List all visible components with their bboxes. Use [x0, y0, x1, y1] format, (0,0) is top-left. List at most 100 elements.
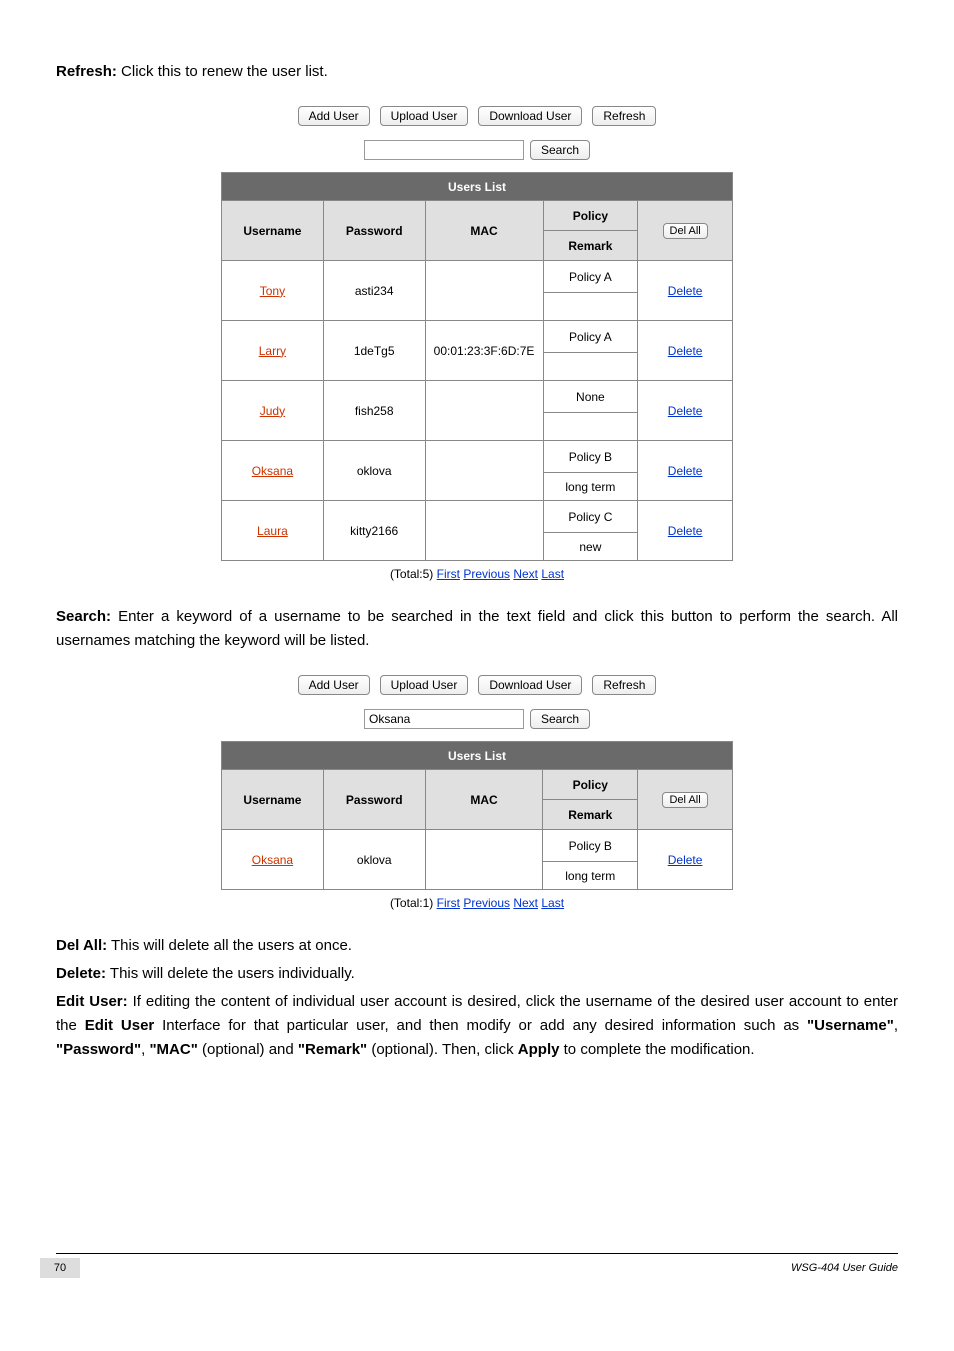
del-all-label: Del All: — [56, 937, 107, 954]
edit-text-5: to complete the modification. — [559, 1041, 754, 1058]
delete-link[interactable]: Delete — [668, 404, 703, 418]
username-link[interactable]: Larry — [259, 344, 286, 358]
pager-previous-link[interactable]: Previous — [463, 896, 510, 910]
guide-name: WSG-404 User Guide — [791, 1262, 898, 1274]
col-username: Username — [222, 201, 324, 261]
action-cell: Delete — [638, 381, 733, 441]
del-all-cell: Del All — [638, 201, 733, 261]
remark-cell: long term — [543, 862, 638, 890]
users-screenshot-2: Add User Upload User Download User Refre… — [56, 675, 898, 910]
edit-q-remark: "Remark" — [298, 1041, 367, 1058]
col-policy: Policy — [543, 201, 638, 231]
col-mac: MAC — [425, 770, 543, 830]
del-all-button[interactable]: Del All — [662, 792, 707, 808]
footer-divider — [56, 1253, 898, 1254]
col-remark: Remark — [543, 231, 638, 261]
username-link[interactable]: Tony — [260, 284, 285, 298]
search-row-1: Search — [56, 140, 898, 160]
mac-cell — [425, 830, 543, 890]
policy-cell: Policy B — [543, 441, 638, 473]
pager-first-link[interactable]: First — [437, 896, 460, 910]
edit-q-mac: "MAC" — [149, 1041, 197, 1058]
del-all-button[interactable]: Del All — [663, 223, 708, 239]
search-label: Search: — [56, 608, 111, 625]
remark-cell — [543, 293, 638, 321]
page-number: 70 — [40, 1258, 80, 1278]
refresh-button[interactable]: Refresh — [592, 675, 656, 695]
edit-text-2: Interface for that particular user, and … — [154, 1017, 807, 1034]
search-text: Enter a keyword of a username to be sear… — [56, 608, 898, 649]
pager-next-link[interactable]: Next — [513, 567, 538, 581]
pager-previous-link[interactable]: Previous — [463, 567, 510, 581]
edit-q-password: "Password" — [56, 1041, 141, 1058]
delete-label: Delete: — [56, 965, 106, 982]
toolbar-1: Add User Upload User Download User Refre… — [56, 106, 898, 126]
delete-link[interactable]: Delete — [668, 284, 703, 298]
remark-cell: new — [543, 533, 638, 561]
col-remark: Remark — [543, 800, 638, 830]
upload-user-button[interactable]: Upload User — [380, 675, 469, 695]
pager-1: (Total:5) First Previous Next Last — [56, 567, 898, 581]
policy-cell: Policy C — [543, 501, 638, 533]
action-cell: Delete — [638, 501, 733, 561]
action-cell: Delete — [638, 261, 733, 321]
refresh-text: Click this to renew the user list. — [117, 63, 328, 80]
edit-q-username: "Username" — [807, 1017, 894, 1034]
search-input[interactable] — [364, 709, 524, 729]
upload-user-button[interactable]: Upload User — [380, 106, 469, 126]
mac-cell: 00:01:23:3F:6D:7E — [425, 321, 543, 381]
policy-cell: Policy A — [543, 261, 638, 293]
username-link[interactable]: Oksana — [252, 464, 293, 478]
delete-paragraph: Delete: This will delete the users indiv… — [56, 962, 898, 986]
col-password: Password — [323, 201, 425, 261]
col-username: Username — [222, 770, 324, 830]
toolbar-2: Add User Upload User Download User Refre… — [56, 675, 898, 695]
remark-cell — [543, 413, 638, 441]
users-table-2: Users List Username Password MAC Policy … — [221, 741, 733, 890]
delete-link[interactable]: Delete — [668, 853, 703, 867]
edit-text-4: (optional). Then, click — [367, 1041, 518, 1058]
username-link[interactable]: Laura — [257, 524, 288, 538]
delete-link[interactable]: Delete — [668, 464, 703, 478]
table-row: Oksana — [222, 441, 324, 501]
pager-total: (Total:5) — [390, 567, 433, 581]
col-password: Password — [323, 770, 425, 830]
table-row: Tony — [222, 261, 324, 321]
edit-apply-bold: Apply — [518, 1041, 560, 1058]
search-button[interactable]: Search — [530, 140, 590, 160]
policy-cell: Policy B — [543, 830, 638, 862]
password-cell: 1deTg5 — [323, 321, 425, 381]
add-user-button[interactable]: Add User — [298, 675, 370, 695]
del-all-cell: Del All — [638, 770, 733, 830]
add-user-button[interactable]: Add User — [298, 106, 370, 126]
col-mac: MAC — [425, 201, 543, 261]
download-user-button[interactable]: Download User — [478, 106, 582, 126]
users-table-1: Users List Username Password MAC Policy … — [221, 172, 733, 561]
users-screenshot-1: Add User Upload User Download User Refre… — [56, 106, 898, 581]
action-cell: Delete — [638, 830, 733, 890]
edit-paragraph: Edit User: If editing the content of ind… — [56, 990, 898, 1062]
delete-link[interactable]: Delete — [668, 344, 703, 358]
table-row: Judy — [222, 381, 324, 441]
pager-first-link[interactable]: First — [437, 567, 460, 581]
mac-cell — [425, 261, 543, 321]
password-cell: oklova — [323, 830, 425, 890]
search-input[interactable] — [364, 140, 524, 160]
password-cell: oklova — [323, 441, 425, 501]
pager-last-link[interactable]: Last — [541, 896, 564, 910]
password-cell: kitty2166 — [323, 501, 425, 561]
pager-last-link[interactable]: Last — [541, 567, 564, 581]
sep1: , — [894, 1017, 898, 1034]
username-link[interactable]: Oksana — [252, 853, 293, 867]
remark-cell: long term — [543, 473, 638, 501]
refresh-button[interactable]: Refresh — [592, 106, 656, 126]
delete-link[interactable]: Delete — [668, 524, 703, 538]
pager-next-link[interactable]: Next — [513, 896, 538, 910]
download-user-button[interactable]: Download User — [478, 675, 582, 695]
username-link[interactable]: Judy — [260, 404, 285, 418]
mac-cell — [425, 381, 543, 441]
table-row: Laura — [222, 501, 324, 561]
refresh-label: Refresh: — [56, 63, 117, 80]
search-button[interactable]: Search — [530, 709, 590, 729]
password-cell: asti234 — [323, 261, 425, 321]
